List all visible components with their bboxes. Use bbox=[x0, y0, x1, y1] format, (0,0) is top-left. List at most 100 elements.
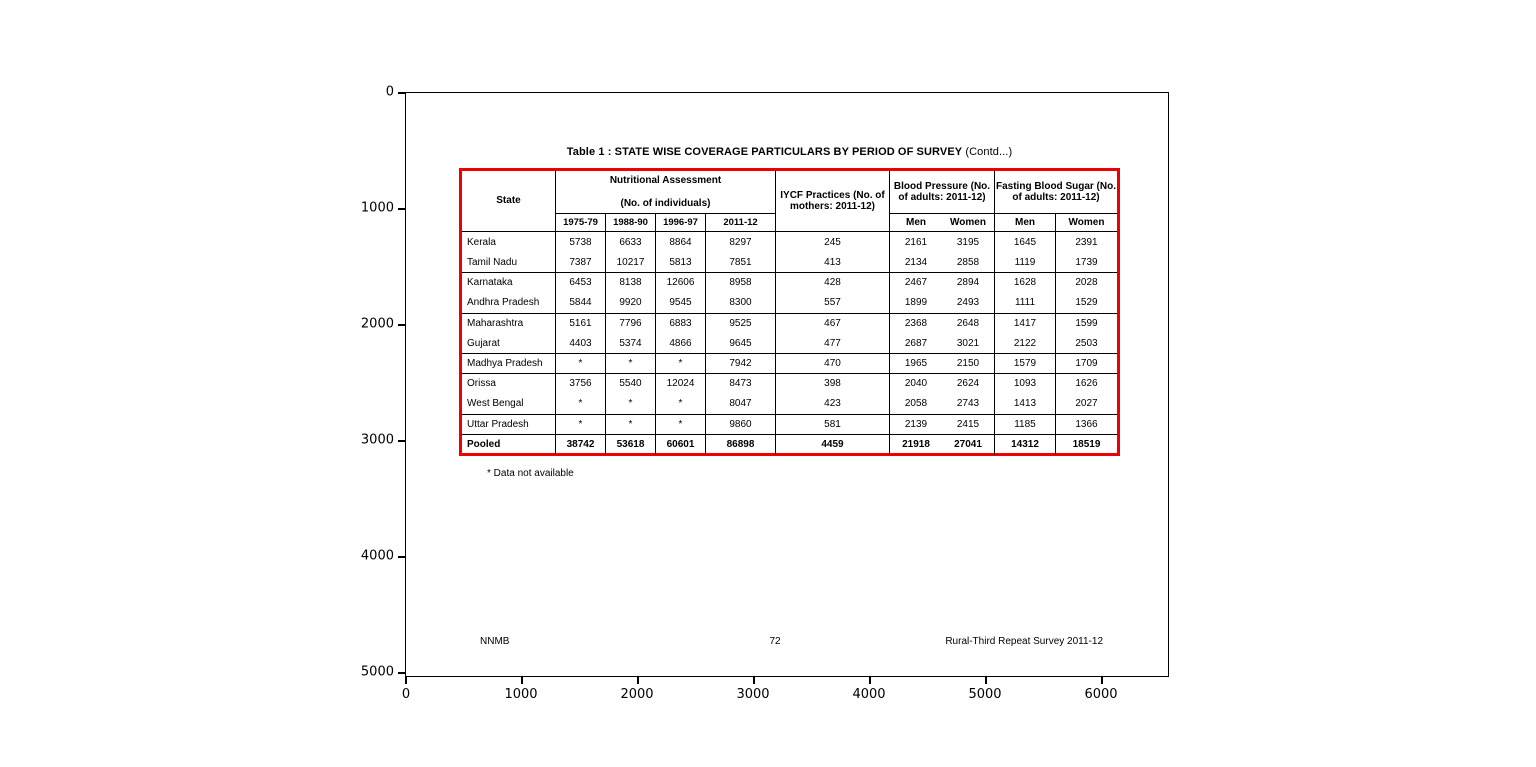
y-tick-mark bbox=[398, 440, 405, 442]
value-cell: 1111 bbox=[995, 292, 1056, 313]
value-cell: 2122 bbox=[995, 332, 1056, 354]
value-cell: 8138 bbox=[606, 273, 656, 293]
table-header: State Nutritional Assessment (No. of indi… bbox=[462, 171, 1117, 232]
bp-cell: 2139 2415 bbox=[890, 414, 995, 434]
value-cell: 2503 bbox=[1075, 337, 1098, 349]
value-cell: 1119 bbox=[995, 252, 1056, 273]
table-row-gujarat: Gujarat 4403 5374 4866 9645 477 2687 3021… bbox=[462, 332, 1117, 354]
value-cell: 2368 bbox=[904, 317, 928, 329]
value-cell: 1413 bbox=[995, 393, 1056, 414]
value-cell: 2150 bbox=[956, 358, 980, 370]
header-blood-pressure: Blood Pressure (No. of adults: 2011-12) bbox=[890, 171, 995, 214]
value-cell: 9920 bbox=[606, 292, 656, 313]
value-cell: * bbox=[606, 393, 656, 414]
value-cell: 2858 bbox=[956, 256, 980, 268]
bp-cell: 2058 2743 bbox=[890, 393, 995, 414]
state-cell: Karnataka bbox=[462, 273, 556, 293]
y-tick-mark bbox=[398, 556, 405, 558]
y-tick-label: 5000 bbox=[360, 664, 394, 680]
value-cell: 7851 bbox=[706, 252, 776, 273]
value-cell: 1965 bbox=[904, 358, 928, 370]
state-cell: Orissa bbox=[462, 374, 556, 394]
header-fbs-men: Men bbox=[995, 214, 1056, 232]
state-cell: Pooled bbox=[462, 434, 556, 455]
value-cell: 2391 bbox=[1075, 236, 1098, 248]
coverage-table: State Nutritional Assessment (No. of indi… bbox=[459, 168, 1120, 456]
bp-cell: 1899 2493 bbox=[890, 292, 995, 313]
value-cell: 27041 bbox=[954, 439, 982, 451]
value-cell: 2624 bbox=[956, 378, 980, 390]
value-cell: 2415 bbox=[956, 418, 980, 430]
value-cell: 8297 bbox=[706, 232, 776, 253]
state-cell: Gujarat bbox=[462, 332, 556, 354]
value-cell: 1709 bbox=[1075, 358, 1098, 370]
value-cell: 477 bbox=[776, 332, 890, 354]
value-cell: 2139 bbox=[904, 418, 928, 430]
table-row-maharashtra: Maharashtra 5161 7796 6883 9525 467 2368… bbox=[462, 312, 1117, 333]
value-cell: 2687 bbox=[904, 337, 928, 349]
value-cell: 581 bbox=[776, 414, 890, 434]
value-cell: 4866 bbox=[656, 332, 706, 354]
value-cell: 1626 bbox=[1075, 378, 1098, 390]
value-cell: 2027 bbox=[1075, 398, 1098, 410]
table-row-madhya-pradesh: Madhya Pradesh * * * 7942 470 1965 2150 1… bbox=[462, 353, 1117, 374]
table-footnote: * Data not available bbox=[487, 468, 574, 479]
value-cell: 1645 bbox=[995, 232, 1056, 253]
value-cell: 467 bbox=[776, 313, 890, 333]
value-cell: 1366 bbox=[1075, 418, 1098, 430]
page-footer-number: 72 bbox=[769, 636, 781, 647]
state-cell: Kerala bbox=[462, 232, 556, 253]
bp-cell: 2161 3195 bbox=[890, 232, 995, 253]
y-tick-label: 0 bbox=[385, 84, 394, 100]
value-cell: 86898 bbox=[706, 434, 776, 455]
value-cell: 21918 bbox=[902, 439, 930, 451]
value-cell: 5161 bbox=[556, 313, 606, 333]
value-cell: * bbox=[556, 354, 606, 374]
table-row-karnataka: Karnataka 6453 8138 12606 8958 428 2467 2… bbox=[462, 272, 1117, 293]
value-cell: 8473 bbox=[706, 374, 776, 394]
header-nutritional-assessment: Nutritional Assessment (No. of individual… bbox=[556, 171, 776, 214]
header-bp-women: Women bbox=[950, 216, 986, 228]
table-row-pooled: Pooled 38742 53618 60601 86898 4459 2191… bbox=[462, 433, 1117, 455]
table-row-andhra-pradesh: Andhra Pradesh 5844 9920 9545 8300 557 1… bbox=[462, 292, 1117, 313]
state-cell: Andhra Pradesh bbox=[462, 292, 556, 313]
value-cell: 398 bbox=[776, 374, 890, 394]
value-cell: 1093 bbox=[995, 374, 1056, 394]
value-cell: 1579 bbox=[995, 354, 1056, 374]
value-cell: 1739 bbox=[1075, 256, 1098, 268]
value-cell: 3756 bbox=[556, 374, 606, 394]
value-cell: * bbox=[556, 414, 606, 434]
bp-cell: 2134 2858 bbox=[890, 252, 995, 273]
value-cell: 9645 bbox=[706, 332, 776, 354]
header-year-2011-12: 2011-12 bbox=[706, 214, 776, 232]
value-cell: 423 bbox=[776, 393, 890, 414]
value-cell: 6453 bbox=[556, 273, 606, 293]
header-bp-men: Men bbox=[906, 216, 926, 228]
table-title: Table 1 : STATE WISE COVERAGE PARTICULAR… bbox=[459, 146, 1120, 158]
x-tick-mark bbox=[405, 677, 407, 684]
value-cell: 8047 bbox=[706, 393, 776, 414]
value-cell: 2028 bbox=[1075, 277, 1098, 289]
value-cell: * bbox=[656, 393, 706, 414]
page-footer-right: Rural-Third Repeat Survey 2011-12 bbox=[945, 636, 1103, 647]
state-cell: Madhya Pradesh bbox=[462, 354, 556, 374]
y-tick-label: 1000 bbox=[360, 200, 394, 216]
value-cell: 8300 bbox=[706, 292, 776, 313]
value-cell: 6883 bbox=[656, 313, 706, 333]
bp-cell: 2467 2894 bbox=[890, 273, 995, 293]
value-cell: 12024 bbox=[656, 374, 706, 394]
value-cell: 2161 bbox=[904, 236, 928, 248]
value-cell: 470 bbox=[776, 354, 890, 374]
value-cell: 2493 bbox=[956, 297, 980, 309]
x-tick-mark bbox=[985, 677, 987, 684]
value-cell: 413 bbox=[776, 252, 890, 273]
value-cell: 60601 bbox=[656, 434, 706, 455]
value-cell: 9545 bbox=[656, 292, 706, 313]
value-cell: 1417 bbox=[995, 313, 1056, 333]
table-row-uttar-pradesh: Uttar Pradesh * * * 9860 581 2139 2415 11… bbox=[462, 413, 1117, 434]
value-cell: 2743 bbox=[956, 398, 980, 410]
value-cell: 7942 bbox=[706, 354, 776, 374]
x-tick-mark bbox=[637, 677, 639, 684]
page-footer-left: NNMB bbox=[480, 636, 510, 647]
x-tick-label: 5000 bbox=[968, 687, 1002, 702]
